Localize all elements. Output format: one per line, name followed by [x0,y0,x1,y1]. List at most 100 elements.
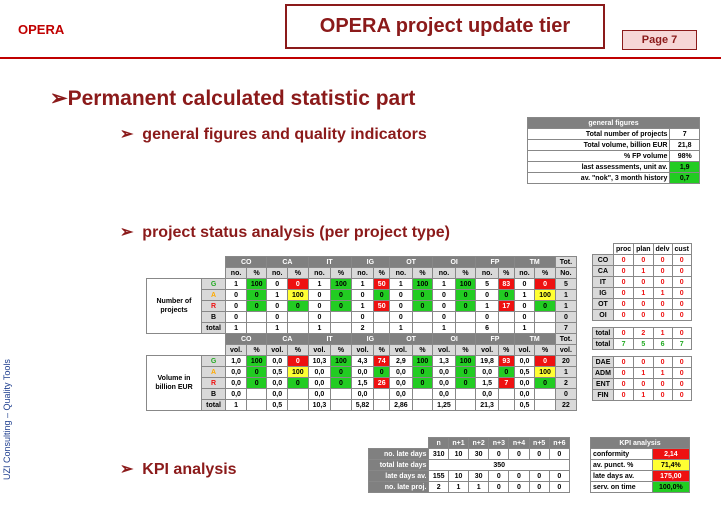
cell [147,257,226,268]
cell: 0,0 [389,366,413,378]
cell: % FP volume [526,150,671,162]
cell: no. [266,267,289,279]
cell: 0 [508,448,530,460]
cell: % [245,344,268,356]
cell: 0 [612,276,635,288]
cell: 0,5 [266,399,289,411]
cell: 100 [330,355,352,367]
cell: 0 [389,289,413,301]
cell: 0,0 [266,355,289,367]
cell [534,399,556,411]
cell: n+3 [488,437,510,449]
cell: 0 [245,366,268,378]
cell: 0,0 [389,377,413,389]
cell: 0 [633,309,654,321]
cell: 0 [534,278,556,290]
cell: no. [513,267,536,279]
cell: 1,9 [669,161,700,173]
cell: IT [592,276,614,288]
cell: 1 [307,322,332,334]
cell: 0 [554,311,578,323]
cell: 0 [612,287,635,299]
cell [534,322,556,334]
cell [147,345,226,356]
cell: 7 [669,128,700,140]
cell: Tot. [554,333,578,345]
row: no. late proj. 2 1 1 0 0 0 0 [367,481,571,493]
cell: 5 [475,278,499,290]
bullet: ➢ project status analysis (per project t… [120,224,450,241]
cell: 22 [554,399,578,411]
cell: 0 [497,366,515,378]
cell [454,399,477,411]
cell: vol. [432,344,456,356]
cell: 0,5 [513,399,536,411]
cell: total [592,327,614,339]
cell [373,311,391,323]
cell [497,322,515,334]
row: av. "nok", 3 month history 0,7 [526,172,700,184]
cell: 1 [633,287,654,299]
cell: 0 [266,278,289,290]
cell [373,388,391,400]
cell: 0 [411,377,434,389]
cell: 1 [633,389,654,401]
cell: cust [671,243,692,255]
row: A 0,0 0 0,5 100 0,0 0 0,0 0 0,0 0 0,0 0 0,0 0 0,5 100 1 [147,366,578,378]
cell: 1 [513,322,536,334]
cell: 0 [287,377,309,389]
cell: 0,0 [432,377,456,389]
cell: 0 [432,311,456,323]
cell: A [200,366,227,378]
cell [454,388,477,400]
cell: no. late days [367,448,430,460]
cell: 100 [330,278,352,290]
cell: 0 [350,289,375,301]
cell: 74 [373,355,391,367]
cell: CA [266,256,309,268]
cell: 0 [612,356,635,368]
cell: vol. [225,344,247,356]
row: OI 0 0 0 0 [592,309,692,321]
cell: 0 [330,366,352,378]
row: total late days 350 [367,459,570,471]
cell: 0 [633,378,654,390]
cell: % [330,267,352,279]
bullet-text: project status analysis (per project typ… [142,224,450,241]
bullet-text: general figures and quality indicators [142,126,427,143]
row: ADM 0 1 1 0 [592,367,692,379]
cell: 5 [554,278,578,290]
cell: vol. [389,344,413,356]
cell: 0,7 [669,172,700,184]
cell: 0 [508,470,530,482]
cell: 10,3 [307,355,332,367]
cell: 155 [428,470,449,482]
cell: % [534,267,556,279]
cell: 0,0 [513,377,536,389]
row: no. late days 310 10 30 0 0 0 0 [367,448,571,460]
cell: total [200,322,227,334]
cell: 2,86 [389,399,413,411]
cell: 5 [633,338,654,350]
cell: 0 [266,311,289,323]
cell: 1 [633,265,654,277]
cell: % [287,344,309,356]
cell: CA [266,333,309,345]
cell: 0 [454,289,477,301]
cell [330,399,352,411]
cell: 0 [612,309,635,321]
cell: 0 [245,289,268,301]
bullet-text: KPI analysis [142,461,237,478]
cell [411,388,434,400]
cell: % [454,344,477,356]
cell: 17 [497,300,515,312]
cell: 50 [373,300,391,312]
row: late days av. 175,00 [590,470,691,482]
cell: 0,0 [307,388,332,400]
cell: 2,9 [389,355,413,367]
cell [245,311,268,323]
cell: 0 [373,289,391,301]
cell: G [200,355,227,367]
